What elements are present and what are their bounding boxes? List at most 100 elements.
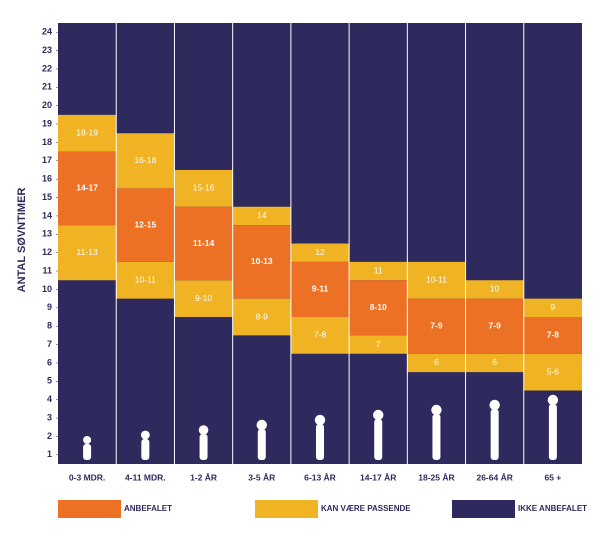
y-tick-label: 5 — [47, 376, 52, 386]
silhouette — [432, 414, 441, 460]
range-bar — [290, 317, 350, 354]
silhouette — [489, 399, 500, 411]
range-bar — [290, 243, 350, 262]
x-tick-label: 0-3 MDR. — [69, 472, 105, 482]
value-label: 10-13 — [251, 256, 273, 266]
legend-swatch — [452, 500, 515, 518]
value-label: 8-9 — [256, 311, 269, 321]
range-bar — [523, 317, 582, 354]
range-bar — [58, 114, 117, 152]
range-bar — [407, 298, 466, 354]
silhouette — [198, 425, 209, 435]
silhouette — [548, 404, 557, 460]
range-bar — [116, 133, 175, 189]
range-bar — [290, 261, 350, 317]
y-tick-label: 15 — [42, 192, 52, 202]
y-tick-label: 1 — [47, 449, 52, 459]
silhouette — [83, 444, 92, 460]
x-tick-label: 26-64 ÅR — [476, 472, 512, 482]
y-tick-label: 22 — [42, 63, 52, 73]
silhouette — [140, 430, 150, 440]
y-tick-label: 17 — [42, 155, 52, 165]
value-label: 18-19 — [76, 128, 98, 138]
range-bar — [58, 225, 117, 281]
value-label: 10-11 — [135, 275, 156, 285]
y-tick-label: 14 — [42, 210, 52, 220]
legend-label: ANBEFALET — [124, 504, 172, 513]
x-tick-label: 6-13 ÅR — [304, 472, 336, 482]
y-tick-label: 9 — [47, 302, 52, 312]
x-tick-label: 14-17 ÅR — [360, 472, 396, 482]
y-tick-label: 16 — [42, 174, 52, 184]
range-bar — [174, 280, 233, 317]
value-label: 8-10 — [370, 302, 387, 312]
y-tick-label: 13 — [42, 229, 52, 239]
value-label: 7-8 — [314, 330, 327, 340]
y-tick-label: 8 — [47, 321, 52, 331]
silhouette — [431, 404, 442, 416]
silhouette — [83, 436, 92, 444]
y-tick-label: 21 — [42, 82, 52, 92]
range-bar — [465, 353, 524, 373]
y-tick-label: 20 — [42, 100, 52, 110]
value-label: 9-11 — [312, 284, 329, 294]
y-tick-label: 3 — [47, 412, 52, 422]
range-bar — [349, 335, 408, 354]
value-label: 6 — [434, 357, 439, 367]
value-label: 10-11 — [426, 275, 447, 285]
range-bar — [349, 280, 408, 336]
silhouette — [374, 419, 383, 460]
value-label: 7-9 — [489, 320, 502, 330]
y-tick-label: 7 — [47, 339, 52, 349]
x-tick-label: 3-5 ÅR — [248, 472, 275, 482]
range-bar — [523, 298, 582, 317]
range-bar — [465, 280, 524, 299]
range-bar — [232, 206, 291, 226]
value-label: 12 — [315, 247, 325, 257]
silhouette — [141, 439, 150, 460]
y-tick-label: 19 — [42, 118, 52, 128]
value-label: 9-10 — [195, 293, 212, 303]
value-label: 14-17 — [76, 183, 98, 193]
y-tick-label: 24 — [42, 27, 52, 37]
value-label: 10 — [490, 284, 500, 294]
value-label: 11-14 — [193, 238, 215, 248]
x-tick-label: 65 + — [544, 472, 561, 482]
legend-label: KAN VÆRE PASSENDE — [321, 504, 411, 513]
range-bar — [174, 170, 233, 207]
y-tick-label: 12 — [42, 247, 52, 257]
value-label: 5-6 — [547, 366, 560, 376]
value-label: 11-13 — [77, 247, 98, 257]
legend-swatch — [255, 500, 318, 518]
value-label: 12-15 — [134, 219, 156, 229]
range-bar — [465, 298, 524, 354]
legend-label: IKKE ANBEFALET — [518, 504, 587, 513]
legend-swatch — [58, 500, 121, 518]
y-tick-label: 18 — [42, 137, 52, 147]
value-label: 7-8 — [547, 330, 560, 340]
y-axis-label: ANTAL SØVNTIMER — [16, 188, 28, 293]
silhouette — [256, 419, 267, 431]
value-label: 9 — [551, 302, 556, 312]
value-label: 15-16 — [193, 183, 215, 193]
value-label: 11 — [374, 265, 383, 275]
x-tick-label: 1-2 ÅR — [190, 472, 217, 482]
silhouette — [547, 394, 559, 406]
value-label: 7 — [376, 339, 381, 349]
range-bar — [232, 298, 291, 336]
silhouette — [490, 409, 499, 460]
y-tick-label: 23 — [42, 45, 52, 55]
range-bar — [523, 353, 582, 391]
value-label: 14 — [257, 210, 267, 220]
y-tick-label: 4 — [47, 394, 52, 404]
y-tick-label: 11 — [42, 265, 52, 275]
range-bar — [116, 261, 175, 299]
value-label: 7-9 — [430, 320, 443, 330]
y-tick-label: 2 — [47, 431, 52, 441]
silhouette — [257, 429, 266, 460]
silhouette — [316, 424, 324, 460]
range-bar — [349, 261, 408, 281]
silhouette — [314, 414, 326, 426]
range-bar — [407, 261, 466, 299]
